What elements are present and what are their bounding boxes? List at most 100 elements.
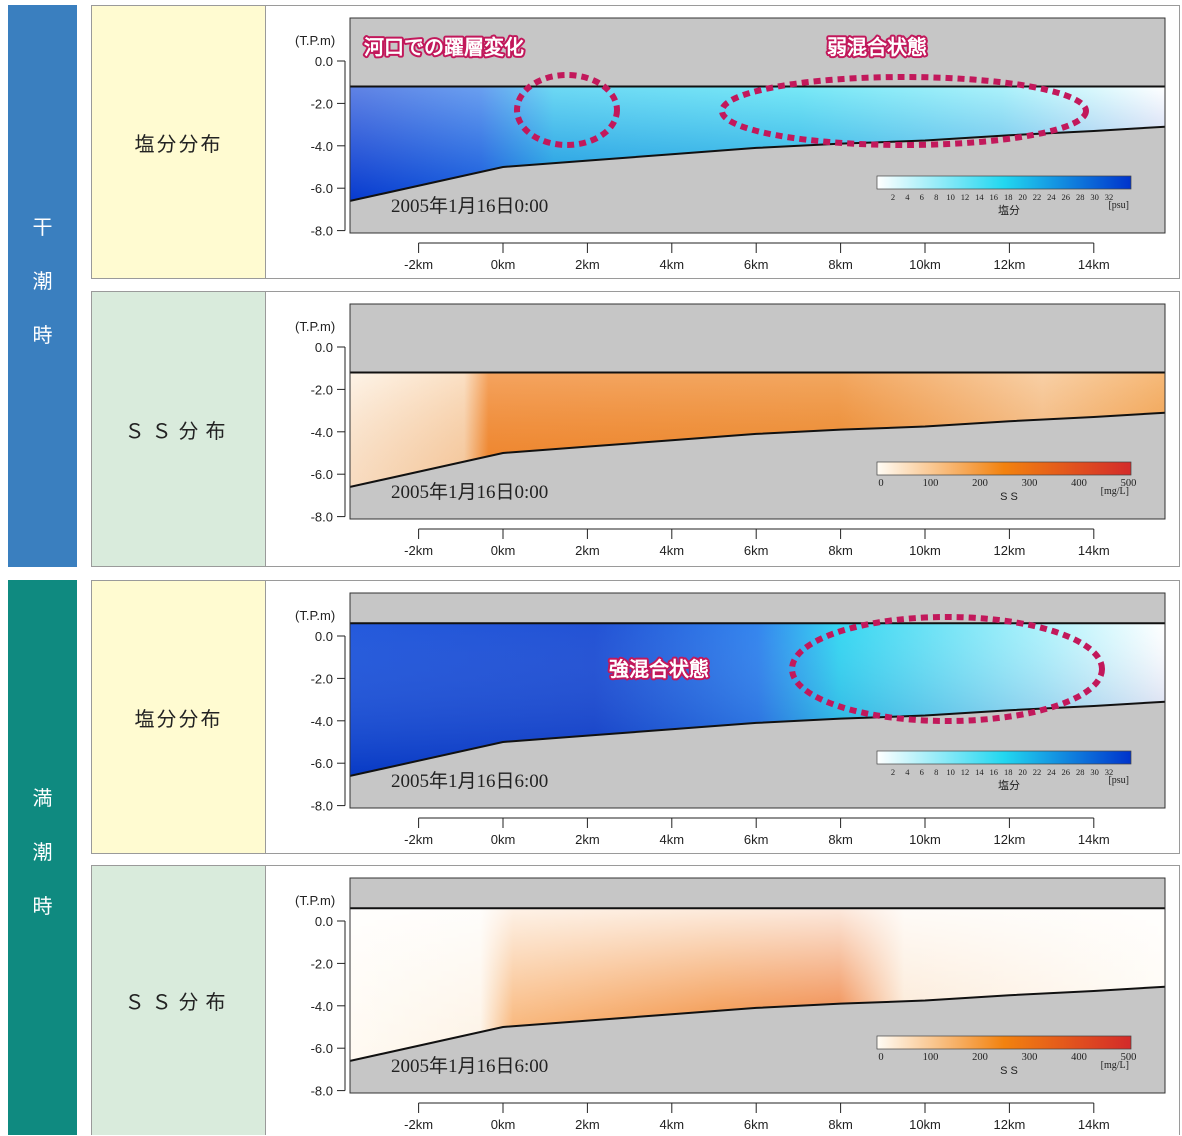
y-tick-label: -6.0 [311, 1041, 333, 1056]
colorbar-unit: [mg/L] [1101, 486, 1129, 497]
sky-area [350, 304, 1165, 373]
colorbar-unit: [mg/L] [1101, 1060, 1129, 1071]
colorbar-tick-label: 24 [1047, 192, 1056, 202]
colorbar-tick-label: 28 [1076, 192, 1085, 202]
colorbar-tick-label: 14 [975, 767, 984, 777]
colorbar [876, 750, 1132, 765]
x-tick-label: 12km [994, 543, 1026, 558]
low-tide-char-3: 時 [32, 325, 53, 347]
ss-water-shade [350, 372, 1165, 487]
y-tick-label: 0.0 [315, 914, 333, 929]
x-tick-label: 10km [909, 257, 941, 272]
colorbar-tick-label: 26 [1062, 767, 1071, 777]
y-tick-label: -4.0 [311, 425, 333, 440]
colorbar-tick-label: 8 [934, 767, 938, 777]
y-tick-label: -6.0 [311, 467, 333, 482]
row-low-salinity: 塩分分布 (T.P.m) 0.0 -2.0 -4.0 -6.0 -8.0 -2km 0km 2k… [91, 5, 1180, 279]
y-tick-label: -4.0 [311, 999, 333, 1014]
row-high-ss: ＳＳ分布 (T.P.m) 0.0 -2.0 -4.0 -6.0 -8.0 -2km 0km 2k… [91, 865, 1180, 1135]
y-tick-label: -2.0 [311, 382, 333, 397]
y-tick-label: -8.0 [311, 510, 333, 525]
timestamp: 2005年1月16日6:00 [391, 770, 548, 792]
colorbar-tick-label: 400 [1071, 1052, 1087, 1063]
x-tick-label: 4km [660, 543, 685, 558]
colorbar-tick-label: 26 [1062, 192, 1071, 202]
y-axis-label: (T.P.m) [295, 319, 335, 334]
annotation-ellipse-layer-change [514, 72, 620, 148]
colorbar-tick-label: 12 [961, 192, 970, 202]
colorbar-name: 塩分 [998, 778, 1020, 792]
annotation-ellipse-strong-mixing [789, 614, 1105, 724]
colorbar-tick-label: 2 [891, 767, 895, 777]
x-tick-label: 0km [491, 832, 516, 847]
x-tick-label: 2km [575, 543, 600, 558]
x-tick-label: 0km [491, 1117, 516, 1132]
colorbar [876, 175, 1132, 190]
salinity-chart-low-tide: (T.P.m) 0.0 -2.0 -4.0 -6.0 -8.0 -2km 0km 2km 4km 6… [295, 17, 1166, 272]
y-tick-label: -6.0 [311, 181, 333, 196]
colorbar-tick-label: 300 [1022, 478, 1038, 489]
colorbar-tick-label: 20 [1018, 767, 1027, 777]
x-tick-label: 4km [660, 257, 685, 272]
x-tick-label: 12km [994, 257, 1026, 272]
low-tide-bar: 干 潮 時 [8, 5, 77, 567]
plot-frame [349, 17, 1166, 234]
high-tide-char-1: 満 [32, 788, 53, 810]
colorbar-tick-label: 18 [1004, 767, 1013, 777]
colorbar-tick-label: 4 [905, 767, 910, 777]
colorbar-tick-label: 32 [1105, 192, 1114, 202]
y-tick-label: -2.0 [311, 96, 333, 111]
colorbar-name: 塩分 [998, 203, 1020, 217]
colorbar-tick-label: 300 [1022, 1052, 1038, 1063]
colorbar-tick-label: 10 [946, 192, 955, 202]
plot-frame [349, 877, 1166, 1094]
x-tick-label: 8km [828, 257, 853, 272]
colorbar-unit: [psu] [1108, 200, 1129, 211]
river-bed-line [350, 985, 1165, 1062]
colorbar-tick-label: 200 [972, 478, 988, 489]
colorbar-name: S S [1000, 491, 1018, 503]
salinity-chart-high-tide: (T.P.m) 0.0 -2.0 -4.0 -6.0 -8.0 -2km 0km 2km 4km 6… [295, 592, 1166, 847]
plot-frame [349, 592, 1166, 809]
x-tick-label: 0km [491, 257, 516, 272]
colorbar-tick-label: 500 [1121, 478, 1137, 489]
sky-area [350, 593, 1165, 624]
annotation-weak-mixing: 弱混合状態 [827, 35, 927, 59]
row-label-ss: ＳＳ分布 [92, 292, 266, 566]
colorbar-tick-label: 30 [1090, 192, 1099, 202]
x-tick-label: 2km [575, 1117, 600, 1132]
colorbar-tick-label: 200 [972, 1052, 988, 1063]
annotation-ellipse-weak-mixing [719, 74, 1089, 148]
y-tick-label: -4.0 [311, 139, 333, 154]
x-tick-label: 10km [909, 543, 941, 558]
high-tide-char-3: 時 [32, 896, 53, 918]
colorbar-tick-label: 12 [961, 767, 970, 777]
low-tide-char-1: 干 [32, 217, 53, 239]
x-tick-label: 12km [994, 832, 1026, 847]
colorbar-tick-label: 24 [1047, 767, 1056, 777]
colorbar [876, 1035, 1132, 1050]
high-tide-bar: 満 潮 時 [8, 580, 77, 1135]
y-tick-label: 0.0 [315, 340, 333, 355]
colorbar-name: S S [1000, 1065, 1018, 1077]
x-tick-label: 0km [491, 543, 516, 558]
y-tick-label: -6.0 [311, 756, 333, 771]
x-tick-label: -2km [404, 832, 433, 847]
colorbar-tick-label: 100 [923, 478, 939, 489]
row-label-salinity: 塩分分布 [92, 581, 266, 853]
y-tick-label: -8.0 [311, 224, 333, 239]
x-tick-label: 8km [828, 832, 853, 847]
x-tick-label: 10km [909, 1117, 941, 1132]
ss-chart-high-tide: (T.P.m) 0.0 -2.0 -4.0 -6.0 -8.0 -2km 0km 2km 4km 6… [295, 877, 1166, 1132]
annotation-layer-change: 河口での躍層変化 [364, 35, 524, 59]
colorbar-tick-label: 30 [1090, 767, 1099, 777]
x-tick-label: 14km [1078, 543, 1110, 558]
colorbar-unit: [psu] [1108, 775, 1129, 786]
x-tick-label: 6km [744, 1117, 769, 1132]
y-tick-label: -2.0 [311, 671, 333, 686]
y-tick-label: 0.0 [315, 54, 333, 69]
colorbar-tick-label: 32 [1105, 767, 1114, 777]
colorbar-tick-label: 20 [1018, 192, 1027, 202]
colorbar-tick-label: 100 [923, 1052, 939, 1063]
x-tick-label: -2km [404, 543, 433, 558]
